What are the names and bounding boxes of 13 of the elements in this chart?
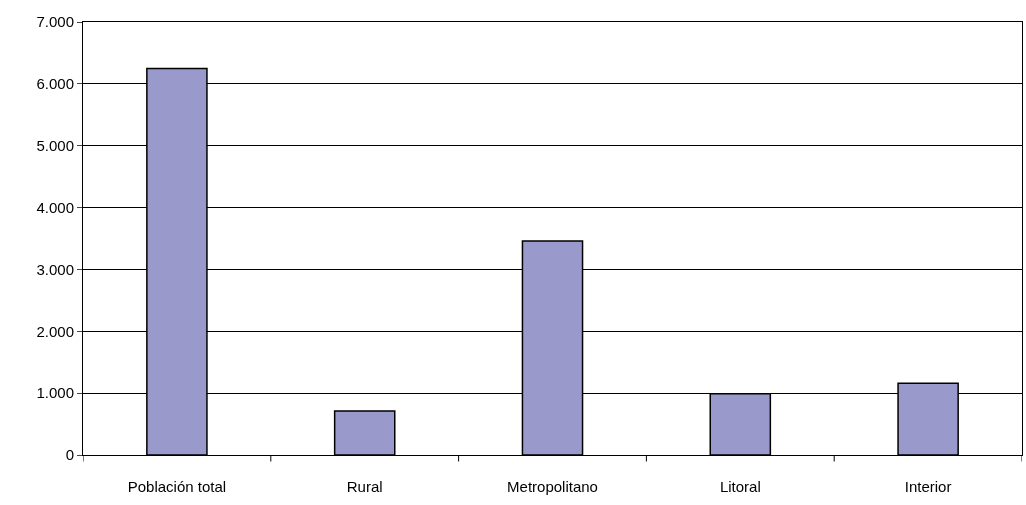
y-tick-label: 3.000	[36, 260, 74, 278]
y-tick-label: 7.000	[36, 13, 74, 31]
x-tick-label: Rural	[346, 478, 383, 495]
y-tick-label: 5.000	[36, 136, 74, 154]
x-tick-label: Población total	[127, 478, 227, 495]
x-tick-label: Interior	[904, 478, 952, 495]
x-tick-label: Metropolitano	[507, 478, 598, 495]
y-tick-label: 0	[65, 446, 74, 464]
y-tick-label: 1.000	[36, 384, 74, 402]
y-tick-label: 4.000	[36, 198, 74, 216]
y-tick-label: 6.000	[36, 75, 74, 93]
y-tick-label: 2.000	[36, 322, 74, 340]
x-tick-label: Litoral	[719, 478, 761, 495]
